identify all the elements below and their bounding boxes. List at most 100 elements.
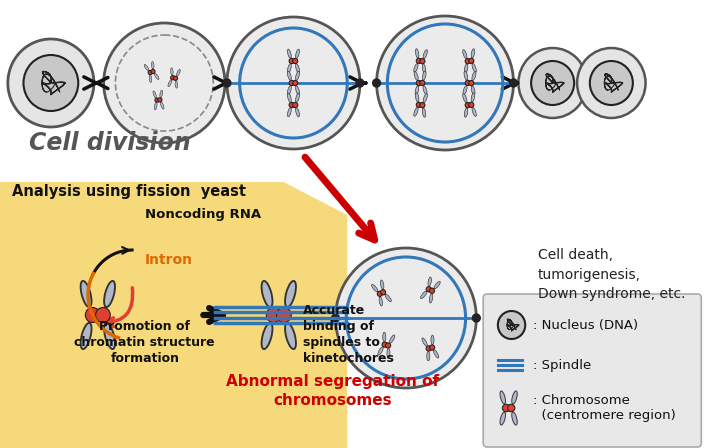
Ellipse shape	[171, 68, 173, 75]
Circle shape	[385, 343, 391, 348]
Text: Analysis using fission  yeast: Analysis using fission yeast	[12, 184, 246, 199]
Text: Accurate
binding of
spindles to
kinetochores: Accurate binding of spindles to kinetoch…	[303, 304, 394, 365]
Ellipse shape	[149, 75, 152, 82]
Text: : Spindle: : Spindle	[533, 358, 591, 371]
Ellipse shape	[151, 61, 154, 69]
Circle shape	[292, 103, 298, 108]
Ellipse shape	[390, 335, 395, 343]
Circle shape	[469, 81, 474, 86]
Ellipse shape	[81, 281, 91, 307]
Ellipse shape	[336, 248, 477, 388]
Text: Cell division: Cell division	[30, 131, 191, 155]
Ellipse shape	[287, 71, 292, 80]
Circle shape	[510, 79, 518, 87]
Circle shape	[531, 61, 574, 105]
Circle shape	[420, 80, 425, 86]
Ellipse shape	[464, 108, 468, 117]
Circle shape	[96, 307, 110, 323]
Ellipse shape	[518, 48, 587, 118]
Circle shape	[429, 288, 435, 293]
Ellipse shape	[385, 294, 392, 302]
Circle shape	[276, 307, 291, 323]
Ellipse shape	[104, 23, 225, 143]
Circle shape	[171, 76, 175, 80]
Ellipse shape	[472, 72, 476, 81]
Ellipse shape	[472, 64, 477, 72]
Ellipse shape	[176, 69, 180, 76]
Text: : Chromosome
  (centromere region): : Chromosome (centromere region)	[533, 394, 676, 422]
Ellipse shape	[423, 50, 428, 59]
Polygon shape	[0, 182, 347, 448]
Ellipse shape	[471, 93, 474, 102]
Ellipse shape	[261, 281, 272, 307]
Ellipse shape	[500, 412, 505, 425]
Ellipse shape	[423, 71, 426, 80]
Circle shape	[508, 404, 515, 412]
Circle shape	[289, 80, 294, 86]
Circle shape	[469, 58, 474, 64]
Ellipse shape	[296, 93, 300, 102]
Ellipse shape	[414, 64, 418, 72]
Circle shape	[377, 291, 382, 297]
Ellipse shape	[261, 323, 272, 349]
Ellipse shape	[8, 39, 94, 127]
Ellipse shape	[414, 108, 418, 116]
Ellipse shape	[387, 349, 390, 358]
Ellipse shape	[423, 86, 427, 95]
Circle shape	[498, 311, 526, 339]
Ellipse shape	[500, 391, 505, 404]
Ellipse shape	[415, 49, 419, 58]
Ellipse shape	[512, 412, 517, 425]
Ellipse shape	[153, 91, 156, 98]
Circle shape	[373, 79, 380, 87]
Circle shape	[223, 79, 231, 87]
Ellipse shape	[378, 347, 383, 355]
Ellipse shape	[287, 49, 292, 58]
Ellipse shape	[471, 49, 474, 58]
Ellipse shape	[372, 284, 378, 292]
Ellipse shape	[227, 17, 360, 149]
Ellipse shape	[144, 65, 149, 71]
Ellipse shape	[472, 108, 477, 116]
Ellipse shape	[433, 350, 438, 358]
Circle shape	[174, 76, 178, 80]
Text: Noncoding RNA: Noncoding RNA	[145, 208, 261, 221]
Circle shape	[590, 61, 633, 105]
Ellipse shape	[287, 64, 292, 73]
Circle shape	[416, 81, 421, 86]
Ellipse shape	[431, 335, 434, 345]
Ellipse shape	[420, 291, 427, 298]
Circle shape	[420, 103, 425, 108]
Ellipse shape	[427, 351, 430, 361]
Ellipse shape	[81, 323, 91, 349]
Circle shape	[382, 342, 387, 347]
Ellipse shape	[104, 281, 115, 307]
Circle shape	[155, 98, 159, 102]
Circle shape	[416, 102, 421, 108]
Circle shape	[381, 289, 386, 295]
Circle shape	[472, 314, 480, 322]
Ellipse shape	[423, 94, 428, 103]
Ellipse shape	[377, 16, 513, 150]
Ellipse shape	[285, 323, 296, 349]
Circle shape	[503, 404, 510, 412]
Text: Cell death,
tumorigenesis,
Down syndrome, etc.: Cell death, tumorigenesis, Down syndrome…	[538, 248, 685, 301]
Ellipse shape	[464, 64, 468, 73]
Ellipse shape	[285, 281, 296, 307]
Ellipse shape	[379, 297, 382, 306]
Ellipse shape	[463, 86, 467, 95]
Ellipse shape	[296, 71, 300, 80]
Ellipse shape	[423, 64, 426, 73]
Ellipse shape	[380, 280, 384, 289]
Circle shape	[289, 58, 294, 64]
Circle shape	[469, 102, 474, 108]
Ellipse shape	[414, 72, 418, 81]
Ellipse shape	[296, 64, 300, 73]
Circle shape	[465, 59, 470, 64]
Circle shape	[158, 98, 162, 102]
Circle shape	[420, 59, 425, 64]
Ellipse shape	[428, 277, 431, 286]
Ellipse shape	[296, 86, 300, 95]
Ellipse shape	[463, 50, 467, 59]
Circle shape	[426, 346, 431, 351]
